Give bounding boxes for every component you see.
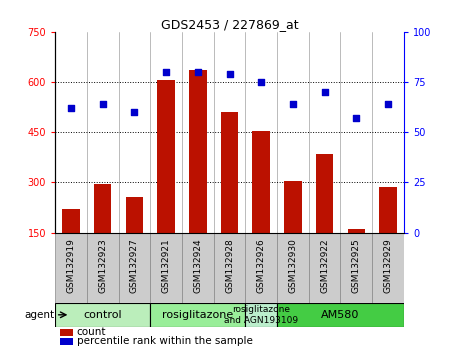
Bar xyxy=(221,112,238,233)
Text: GSM132924: GSM132924 xyxy=(193,238,202,293)
Text: rosiglitazone: rosiglitazone xyxy=(162,310,234,320)
Bar xyxy=(55,303,150,327)
Text: GSM132928: GSM132928 xyxy=(225,238,234,293)
Point xyxy=(99,101,106,107)
Bar xyxy=(277,233,309,303)
Bar xyxy=(189,70,207,233)
Bar xyxy=(150,303,246,327)
Text: GSM132921: GSM132921 xyxy=(162,238,171,293)
Point xyxy=(194,69,202,75)
Point xyxy=(162,69,170,75)
Bar xyxy=(341,233,372,303)
Bar xyxy=(284,181,302,233)
Bar xyxy=(182,233,213,303)
Bar xyxy=(157,80,175,233)
Text: GSM132926: GSM132926 xyxy=(257,238,266,293)
Bar xyxy=(252,131,270,233)
Bar xyxy=(213,233,246,303)
Text: GSM132927: GSM132927 xyxy=(130,238,139,293)
Bar xyxy=(246,233,277,303)
Point xyxy=(226,71,233,77)
Text: GSM132930: GSM132930 xyxy=(288,238,297,293)
Text: control: control xyxy=(84,310,122,320)
Text: agent: agent xyxy=(24,310,55,320)
Text: GSM132923: GSM132923 xyxy=(98,238,107,293)
Bar xyxy=(62,209,80,233)
Title: GDS2453 / 227869_at: GDS2453 / 227869_at xyxy=(161,18,298,31)
Point xyxy=(384,101,392,107)
Point xyxy=(353,115,360,121)
Point xyxy=(321,89,328,95)
Text: rosiglitazone
and AGN193109: rosiglitazone and AGN193109 xyxy=(224,305,298,325)
Bar xyxy=(277,303,404,327)
Bar xyxy=(55,233,87,303)
Point xyxy=(131,109,138,115)
Bar xyxy=(309,233,341,303)
Bar xyxy=(316,154,333,233)
Text: count: count xyxy=(77,327,106,337)
Bar xyxy=(246,303,277,327)
Bar xyxy=(126,198,143,233)
Bar xyxy=(379,187,397,233)
Bar xyxy=(60,338,73,345)
Bar xyxy=(372,233,404,303)
Point xyxy=(67,105,75,111)
Bar xyxy=(118,233,150,303)
Bar xyxy=(150,233,182,303)
Bar xyxy=(94,184,112,233)
Text: GSM132919: GSM132919 xyxy=(67,238,75,293)
Text: percentile rank within the sample: percentile rank within the sample xyxy=(77,336,252,347)
Text: GSM132922: GSM132922 xyxy=(320,238,329,293)
Bar xyxy=(347,229,365,233)
Bar xyxy=(87,233,118,303)
Text: GSM132925: GSM132925 xyxy=(352,238,361,293)
Text: GSM132929: GSM132929 xyxy=(384,238,392,293)
Text: AM580: AM580 xyxy=(321,310,360,320)
Point xyxy=(257,79,265,85)
Point xyxy=(289,101,297,107)
Bar xyxy=(60,329,73,336)
